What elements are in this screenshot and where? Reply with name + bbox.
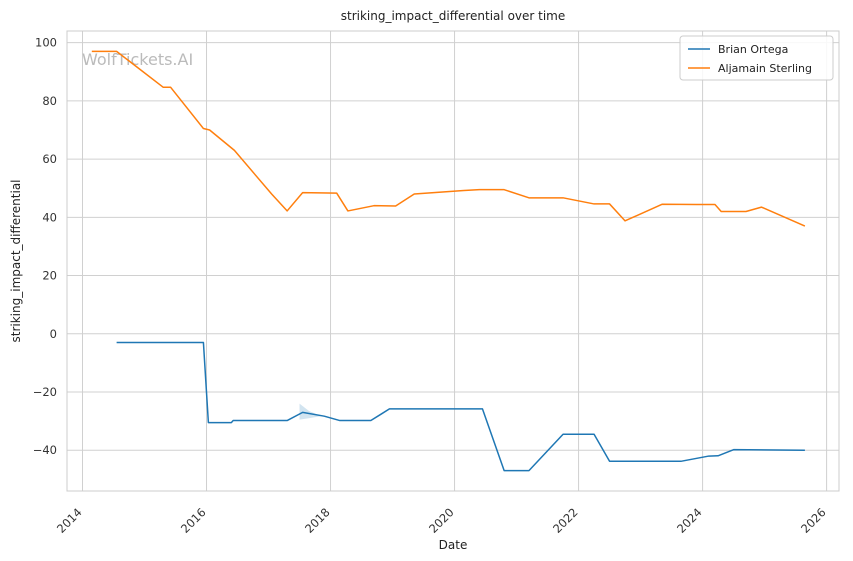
x-tick-label: 2024	[674, 505, 705, 536]
x-tick-label: 2026	[798, 505, 829, 536]
y-tick-label: 100	[35, 36, 57, 50]
legend-box	[679, 35, 834, 81]
y-tick-label: 0	[50, 327, 57, 341]
y-tick-labels: −40 −20 0 20 40 60 80 100	[33, 36, 57, 458]
legend-entry: Brian Ortega	[718, 43, 788, 56]
grid-lines	[67, 31, 839, 491]
x-tick-label: 2022	[550, 505, 581, 536]
series-line-1	[91, 50, 806, 227]
x-tick-label: 2020	[426, 505, 457, 536]
y-axis-label: striking_impact_differential	[9, 179, 23, 342]
legend-entry: Aljamain Sterling	[718, 62, 812, 75]
y-tick-label: −20	[33, 385, 57, 399]
series-line-0	[116, 341, 805, 472]
watermark-text: WolfTickets.AI	[82, 50, 193, 69]
x-tick-labels: 2014 2016 2018 2020 2022 2024 2026	[54, 505, 829, 536]
chart-title: striking_impact_differential over time	[341, 9, 566, 23]
plot-border	[66, 30, 840, 492]
x-tick-label: 2018	[302, 505, 333, 536]
y-tick-label: 40	[42, 210, 57, 224]
legend: Brian Ortega Aljamain Sterling	[679, 35, 834, 81]
x-axis-label: Date	[439, 538, 468, 552]
x-tick-label: 2016	[178, 505, 209, 536]
series-bands	[299, 403, 322, 420]
y-tick-label: 60	[42, 152, 57, 166]
plot-frame	[66, 30, 840, 492]
series-lines	[91, 50, 806, 472]
y-tick-label: 20	[42, 269, 57, 283]
y-tick-label: 80	[42, 94, 57, 108]
confidence-band	[299, 403, 322, 420]
x-tick-label: 2014	[54, 505, 85, 536]
y-tick-label: −40	[33, 443, 57, 457]
